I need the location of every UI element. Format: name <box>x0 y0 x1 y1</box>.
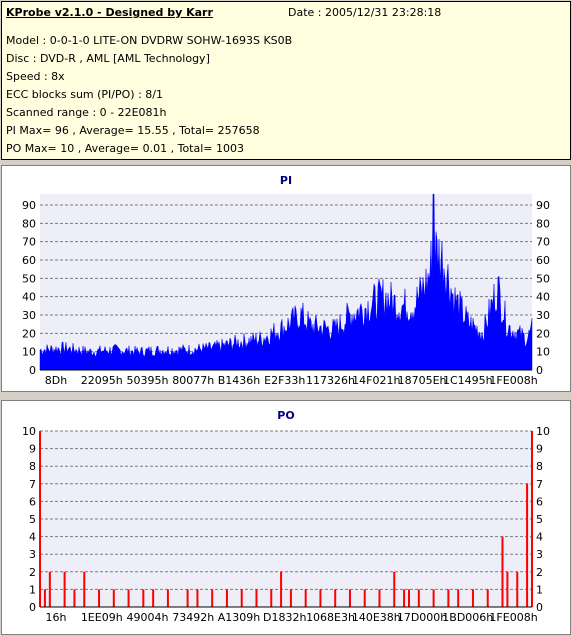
x-tick-label: 1FE008h <box>489 611 537 624</box>
x-tick-label: 1EE09h <box>81 611 123 624</box>
y-tick-label-right: 0 <box>536 364 543 377</box>
app-title: KProbe v2.1.0 - Designed by Karr <box>6 6 213 19</box>
y-tick-label-right: 40 <box>536 291 550 304</box>
y-tick-label-right: 6 <box>536 495 543 508</box>
y-tick-label-left: 10 <box>22 425 36 438</box>
y-tick-label-left: 50 <box>22 272 36 285</box>
y-tick-label-right: 10 <box>536 346 550 359</box>
y-tick-label-right: 30 <box>536 309 550 322</box>
x-tick-label: 1068E3h <box>306 611 355 624</box>
x-tick-label: 14F021h <box>352 374 400 387</box>
y-tick-label-right: 7 <box>536 478 543 491</box>
y-tick-label-left: 6 <box>29 495 36 508</box>
y-tick-label-right: 70 <box>536 236 550 249</box>
model-line: Model : 0-0-1-0 LITE-ON DVDRW SOHW-1693S… <box>6 34 293 47</box>
y-tick-label-left: 3 <box>29 548 36 561</box>
y-tick-label-right: 3 <box>536 548 543 561</box>
y-tick-label-left: 40 <box>22 291 36 304</box>
y-tick-label-left: 10 <box>22 346 36 359</box>
po-stats-line: PO Max= 10 , Average= 0.01 , Total= 1003 <box>6 142 244 155</box>
x-tick-label: 1C1495h <box>443 374 493 387</box>
disc-line: Disc : DVD-R , AML [AML Technology] <box>6 52 210 65</box>
scanned-range-line: Scanned range : 0 - 22E081h <box>6 106 167 119</box>
x-tick-label: D1832h <box>263 611 306 624</box>
y-tick-label-right: 5 <box>536 513 543 526</box>
y-tick-label-right: 4 <box>536 531 543 544</box>
y-tick-label-left: 4 <box>29 531 36 544</box>
x-tick-label: 8Dh <box>45 374 67 387</box>
x-tick-label: E2F33h <box>264 374 305 387</box>
y-tick-label-left: 0 <box>29 364 36 377</box>
x-tick-label: 80077h <box>172 374 214 387</box>
x-tick-label: 18705Eh <box>398 374 447 387</box>
pi-stats-line: PI Max= 96 , Average= 15.55 , Total= 257… <box>6 124 260 137</box>
y-tick-label-right: 2 <box>536 566 543 579</box>
y-tick-label-right: 90 <box>536 199 550 212</box>
x-tick-label: 117326h <box>306 374 355 387</box>
x-tick-label: 1FE008h <box>489 374 537 387</box>
po-chart-panel: 0 0 1 1 2 2 3 3 4 4 5 5 6 6 7 7 8 8 9 9 10 10 16h 1EE09h 49004h 7… <box>1 400 571 635</box>
y-tick-label-left: 2 <box>29 566 36 579</box>
y-tick-label-left: 1 <box>29 583 36 596</box>
y-tick-label-right: 8 <box>536 460 543 473</box>
y-tick-label-right: 20 <box>536 327 550 340</box>
y-tick-label-left: 5 <box>29 513 36 526</box>
pi-chart: 0 0 10 10 20 20 30 30 40 40 50 50 60 60 70 70 80 80 90 90 8D… <box>22 174 550 387</box>
x-tick-label: 50395h <box>127 374 169 387</box>
y-tick-label-right: 0 <box>536 601 543 614</box>
pi-series-area <box>39 193 533 371</box>
x-tick-label: 1BD006h <box>442 611 493 624</box>
x-tick-label: A1309h <box>218 611 261 624</box>
y-tick-label-left: 60 <box>22 254 36 267</box>
x-tick-label: 140E38h <box>352 611 401 624</box>
x-tick-label: 22095h <box>81 374 123 387</box>
x-tick-label: 17D000h <box>397 611 447 624</box>
scan-date: Date : 2005/12/31 23:28:18 <box>288 6 442 19</box>
x-tick-label: 73492h <box>172 611 214 624</box>
y-tick-label-right: 60 <box>536 254 550 267</box>
x-tick-label: 16h <box>46 611 67 624</box>
y-tick-label-left: 8 <box>29 460 36 473</box>
y-tick-label-left: 30 <box>22 309 36 322</box>
x-tick-label: B1436h <box>218 374 261 387</box>
ecc-line: ECC blocks sum (PI/PO) : 8/1 <box>6 88 163 101</box>
y-tick-label-left: 0 <box>29 601 36 614</box>
y-tick-label-left: 20 <box>22 327 36 340</box>
y-tick-label-left: 7 <box>29 478 36 491</box>
po-chart: 0 0 1 1 2 2 3 3 4 4 5 5 6 6 7 7 8 8 9 9 10 10 16h 1EE09h 49004h 7… <box>22 409 550 624</box>
y-tick-label-left: 90 <box>22 199 36 212</box>
info-panel: KProbe v2.1.0 - Designed by Karr Date : … <box>1 1 571 160</box>
y-tick-label-right: 10 <box>536 425 550 438</box>
y-tick-label-left: 80 <box>22 217 36 230</box>
y-tick-label-right: 9 <box>536 443 543 456</box>
y-tick-label-right: 50 <box>536 272 550 285</box>
y-tick-label-right: 1 <box>536 583 543 596</box>
y-tick-label-left: 9 <box>29 443 36 456</box>
chart-title: PI <box>280 174 292 187</box>
y-tick-label-right: 80 <box>536 217 550 230</box>
x-tick-label: 49004h <box>127 611 169 624</box>
chart-title: PO <box>277 409 294 422</box>
y-tick-label-left: 70 <box>22 236 36 249</box>
speed-line: Speed : 8x <box>6 70 65 83</box>
pi-chart-panel: 0 0 10 10 20 20 30 30 40 40 50 50 60 60 70 70 80 80 90 90 8D… <box>1 165 571 392</box>
